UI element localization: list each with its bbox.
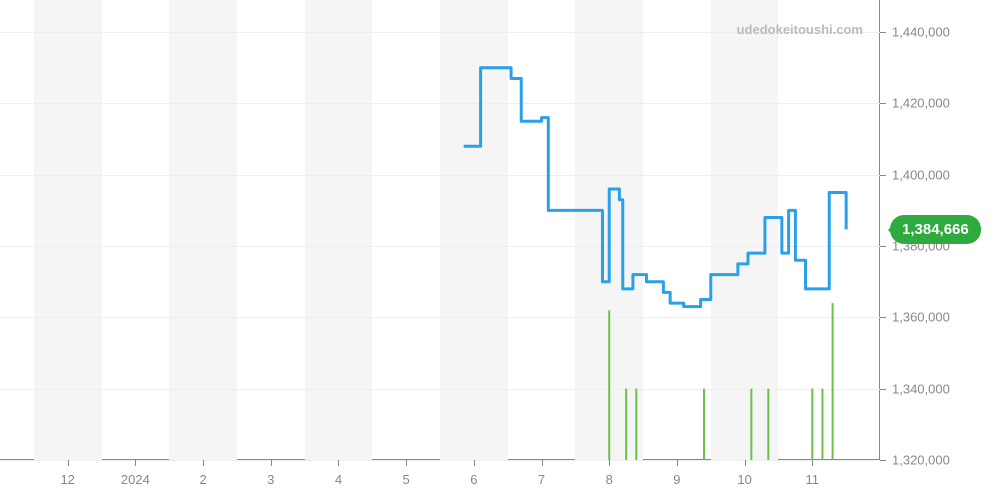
x-tickmark (338, 460, 339, 466)
price-chart: udedokeitoushi.com 1,320,000 1,340,000 1,3… (0, 0, 1000, 500)
x-tickmark (135, 460, 136, 466)
x-tick-label: 4 (335, 472, 342, 487)
x-tick-label: 6 (470, 472, 477, 487)
x-tickmark (271, 460, 272, 466)
y-tickmark (880, 389, 886, 390)
price-badge: 1,384,666 (890, 215, 981, 244)
y-tick-label: 1,440,000 (892, 25, 950, 40)
x-tick-label: 3 (267, 472, 274, 487)
x-axis: 12 2024 2 3 4 5 6 7 8 9 10 11 (0, 460, 880, 500)
y-tickmark (880, 103, 886, 104)
x-tick-label: 2 (199, 472, 206, 487)
y-tickmark (880, 175, 886, 176)
x-tick-label: 11 (806, 472, 820, 487)
x-tick-label: 12 (60, 472, 74, 487)
y-tick-label: 1,340,000 (892, 381, 950, 396)
y-tickmark (880, 317, 886, 318)
y-tickmark (880, 460, 886, 461)
x-tickmark (406, 460, 407, 466)
price-line (464, 68, 846, 307)
y-tickmark (880, 246, 886, 247)
x-tickmark (542, 460, 543, 466)
y-tick-label: 1,360,000 (892, 310, 950, 325)
x-tickmark (609, 460, 610, 466)
chart-svg (0, 0, 880, 460)
x-tick-label: 7 (538, 472, 545, 487)
x-tick-label: 8 (606, 472, 613, 487)
x-tickmark (203, 460, 204, 466)
x-tick-label: 9 (673, 472, 680, 487)
y-tick-label: 1,400,000 (892, 167, 950, 182)
watermark: udedokeitoushi.com (737, 22, 863, 37)
y-tick-label: 1,420,000 (892, 96, 950, 111)
x-tickmark (68, 460, 69, 466)
y-tick-label: 1,320,000 (892, 453, 950, 468)
x-tickmark (474, 460, 475, 466)
x-tickmark (812, 460, 813, 466)
y-tickmark (880, 32, 886, 33)
plot-area: udedokeitoushi.com (0, 0, 880, 460)
x-tickmark (677, 460, 678, 466)
x-tick-label: 5 (403, 472, 410, 487)
x-tick-label: 2024 (121, 472, 150, 487)
x-tickmark (745, 460, 746, 466)
x-tick-label: 10 (737, 472, 751, 487)
